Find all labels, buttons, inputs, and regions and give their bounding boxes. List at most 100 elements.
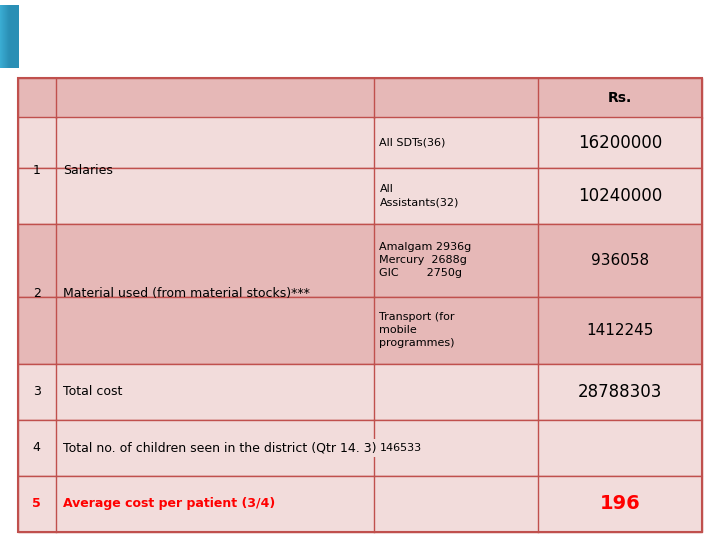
Bar <box>4 5 14 68</box>
Bar <box>9 5 18 68</box>
Text: Transport (for
mobile
programmes): Transport (for mobile programmes) <box>379 312 455 348</box>
Bar <box>1 5 10 68</box>
Bar <box>6 5 16 68</box>
Bar <box>1 5 11 68</box>
Bar <box>6 5 17 68</box>
Bar <box>6 5 17 68</box>
Bar <box>3 5 13 68</box>
Bar <box>6 5 16 68</box>
Bar <box>6 5 15 68</box>
Bar <box>6 5 16 68</box>
Bar <box>3 5 13 68</box>
Bar <box>4 5 14 68</box>
Bar <box>7 5 17 68</box>
Bar <box>2 5 12 68</box>
Bar <box>9 5 19 68</box>
Bar <box>1 5 12 68</box>
Bar <box>5 5 14 68</box>
Bar <box>3 5 13 68</box>
Bar <box>4 5 14 68</box>
Bar <box>7 5 17 68</box>
Bar <box>1 5 12 68</box>
Text: 146533: 146533 <box>379 443 422 453</box>
Bar <box>7 5 17 68</box>
Bar <box>5 5 15 68</box>
Text: 5: 5 <box>32 497 41 510</box>
Bar <box>6 5 15 68</box>
Bar <box>5 5 15 68</box>
Bar <box>4 5 14 68</box>
Bar <box>3 5 12 68</box>
Bar <box>18 168 702 224</box>
Text: 1: 1 <box>33 164 41 177</box>
Text: 196: 196 <box>600 495 640 514</box>
Bar <box>4 5 14 68</box>
Bar <box>4 5 14 68</box>
Bar <box>8 5 18 68</box>
Bar <box>7 5 17 68</box>
Bar <box>4 5 14 68</box>
Bar <box>5 5 14 68</box>
Bar <box>8 5 17 68</box>
Bar <box>0 5 10 68</box>
Bar <box>0 5 10 68</box>
Bar <box>1 5 11 68</box>
Text: Total no. of children seen in the district: Total no. of children seen in the distri… <box>63 441 307 454</box>
Text: District summary - Approximate ave. cost per patient: District summary - Approximate ave. cost… <box>18 27 584 46</box>
Bar <box>2 5 12 68</box>
Bar <box>0 5 10 68</box>
Text: Material used (from material stocks)***: Material used (from material stocks)*** <box>63 287 310 300</box>
Bar <box>18 78 702 532</box>
Bar <box>5 5 14 68</box>
Bar <box>7 5 17 68</box>
Bar <box>8 5 18 68</box>
Bar <box>1 5 10 68</box>
Bar <box>1 5 10 68</box>
Bar <box>5 5 15 68</box>
Bar <box>9 5 18 68</box>
Bar <box>2 5 12 68</box>
Bar <box>8 5 17 68</box>
Bar <box>18 78 702 118</box>
Bar <box>7 5 17 68</box>
Bar <box>1 5 11 68</box>
Bar <box>0 5 10 68</box>
Bar <box>9 5 19 68</box>
Text: 1412245: 1412245 <box>586 323 654 338</box>
Bar <box>9 5 19 68</box>
Bar <box>1 5 12 68</box>
Text: Average cost per patient (3/4): Average cost per patient (3/4) <box>63 497 275 510</box>
Bar <box>18 476 702 532</box>
Text: Salaries: Salaries <box>63 164 113 177</box>
Bar <box>18 364 702 420</box>
Bar <box>18 420 702 476</box>
Bar <box>1 5 11 68</box>
Text: All
Assistants(32): All Assistants(32) <box>379 184 459 207</box>
Bar <box>1 5 11 68</box>
Text: Rs.: Rs. <box>608 91 632 105</box>
Bar <box>1 5 12 68</box>
Text: Total no. of children seen in the district (Qtr 14. 3): Total no. of children seen in the distri… <box>63 441 377 454</box>
Bar <box>18 118 702 168</box>
Bar <box>4 5 14 68</box>
Bar <box>8 5 17 68</box>
Bar <box>18 296 702 364</box>
Bar <box>6 5 16 68</box>
Bar <box>9 5 18 68</box>
Bar <box>4 5 13 68</box>
Bar <box>4 5 13 68</box>
Text: 10240000: 10240000 <box>577 187 662 205</box>
Text: Total no. of children seen in the district (Qtr 14. 3): Total no. of children seen in the distri… <box>63 441 377 454</box>
Bar <box>6 5 15 68</box>
Text: 2: 2 <box>33 287 41 300</box>
Bar <box>6 5 16 68</box>
Bar <box>6 5 16 68</box>
Bar <box>4 5 14 68</box>
Bar <box>7 5 17 68</box>
Bar <box>3 5 12 68</box>
Text: Total cost: Total cost <box>63 386 122 399</box>
Text: Amalgam 2936g
Mercury  2688g
GIC        2750g: Amalgam 2936g Mercury 2688g GIC 2750g <box>379 242 472 279</box>
Text: 28788303: 28788303 <box>577 383 662 401</box>
Bar <box>4 5 14 68</box>
Bar <box>2 5 12 68</box>
